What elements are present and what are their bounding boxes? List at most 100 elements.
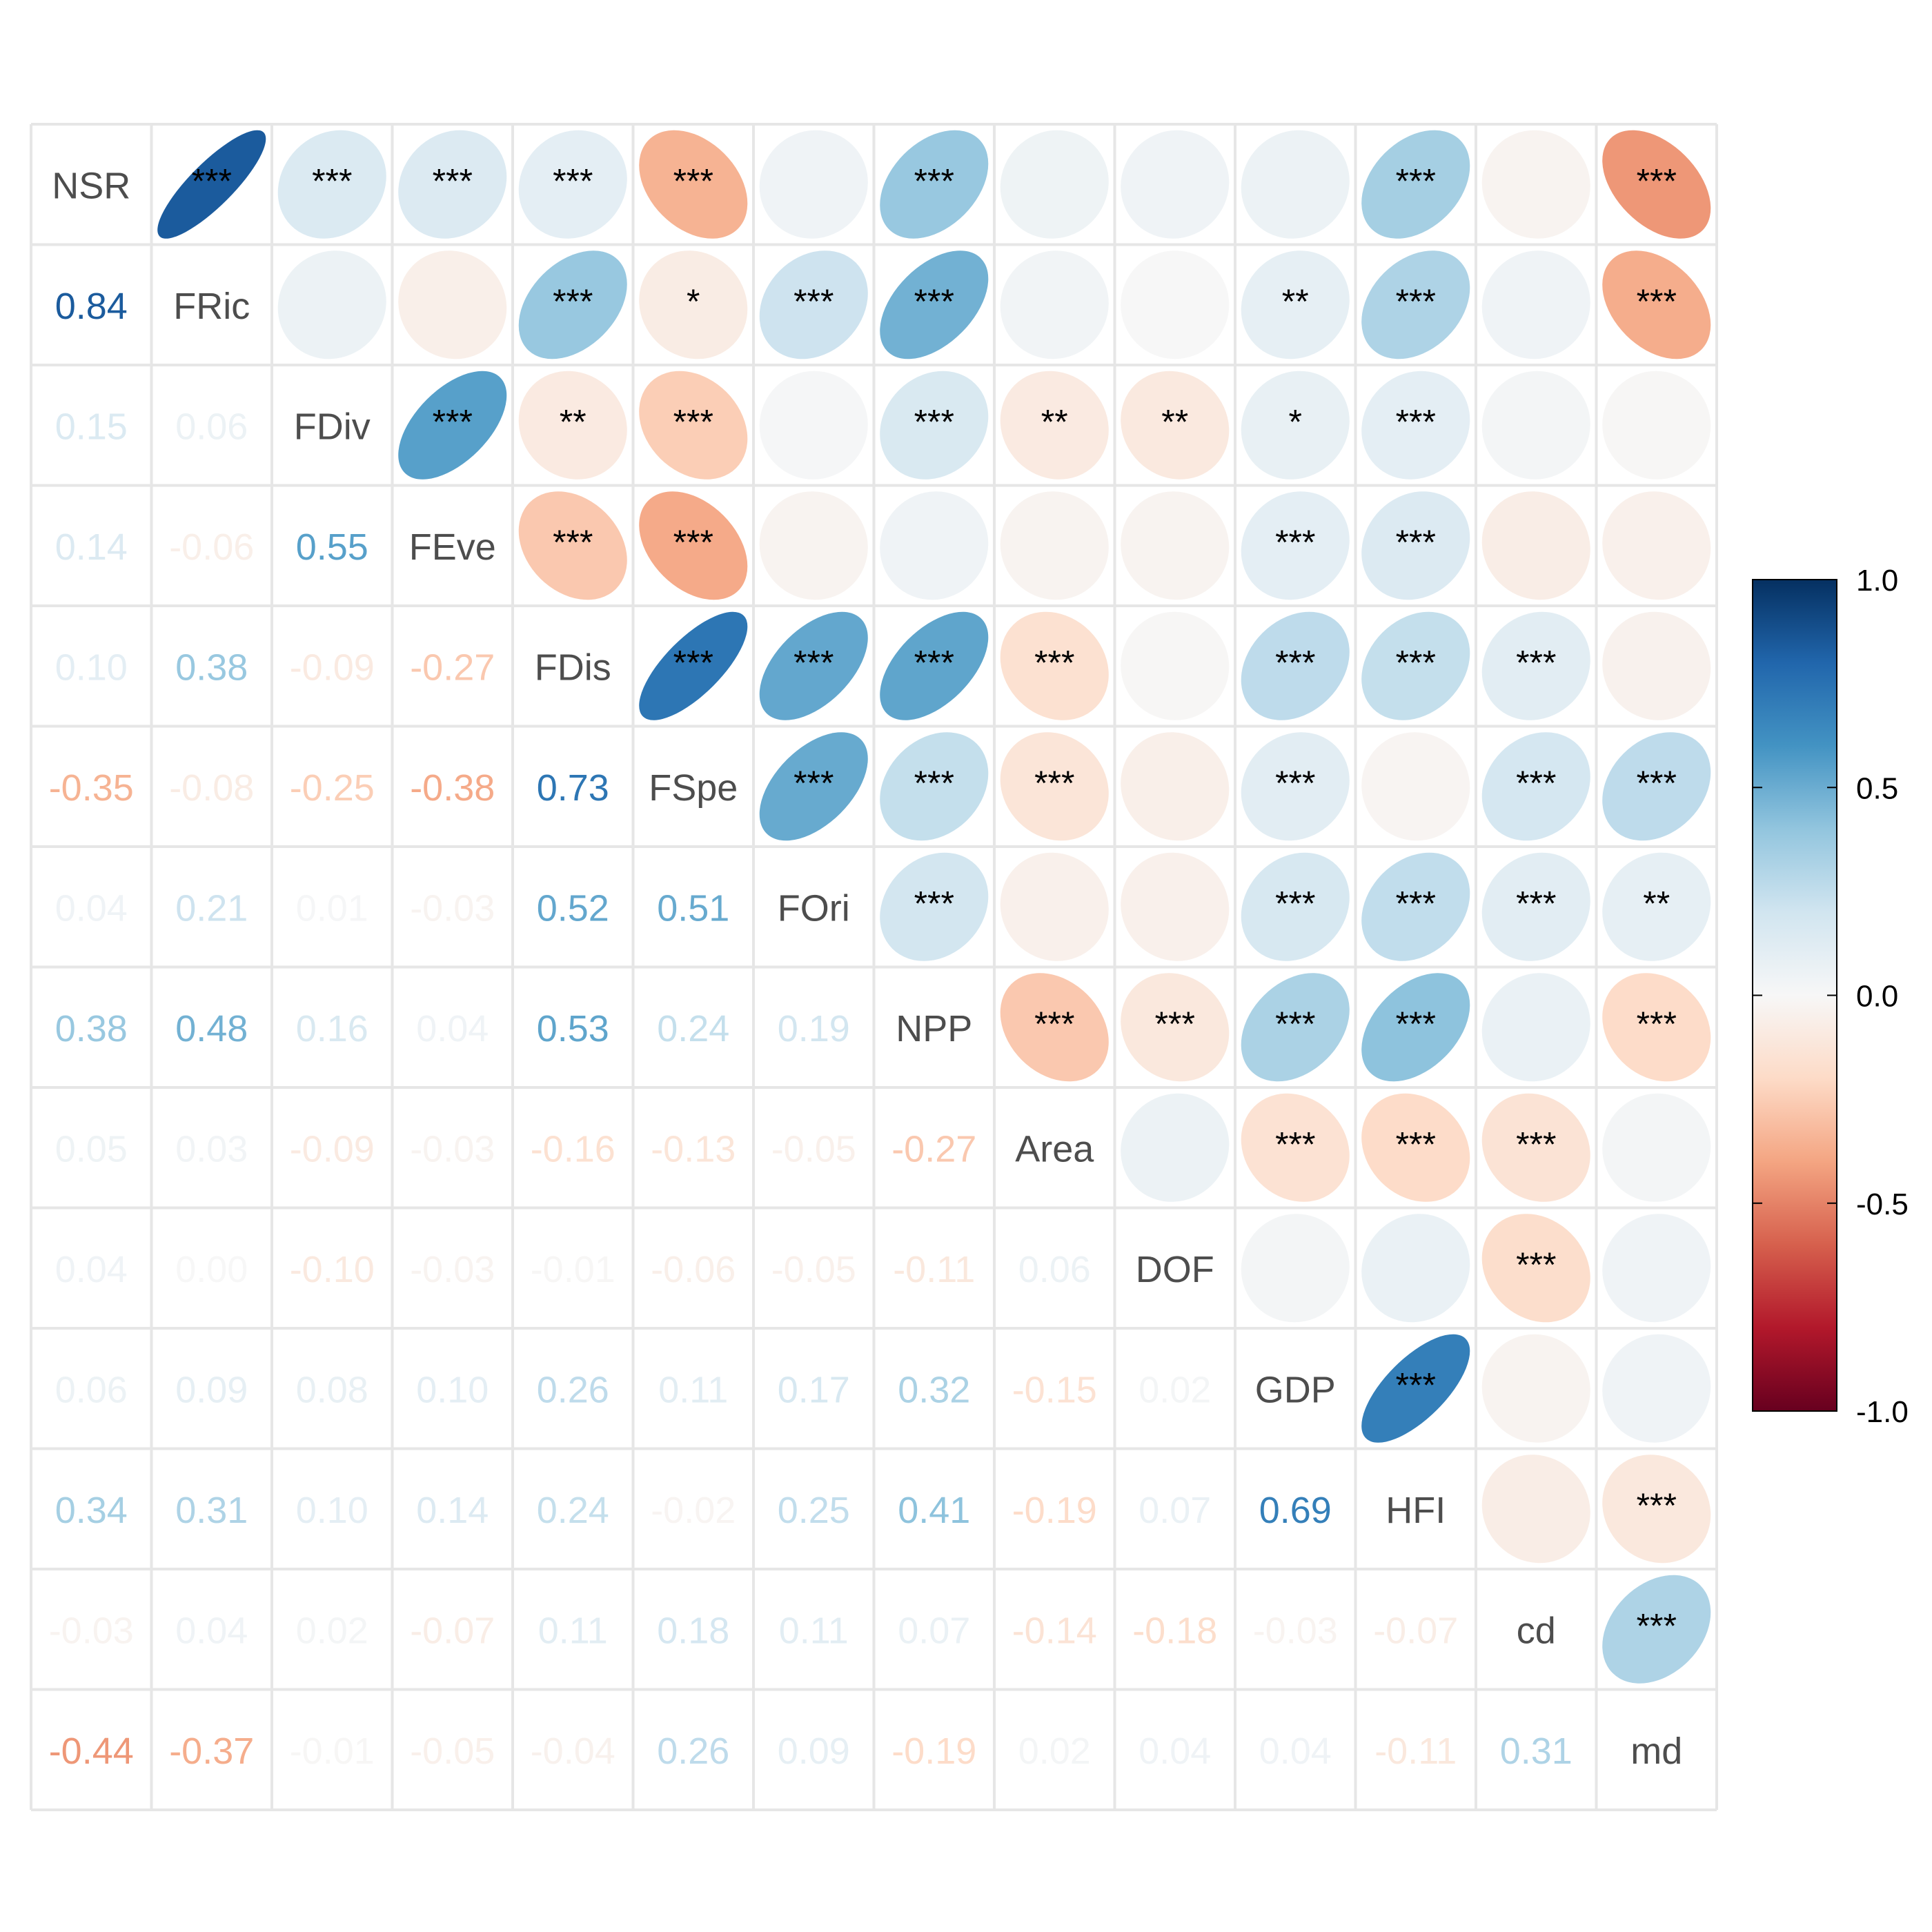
correlation-ellipse [1361,130,1470,239]
correlation-value-label: 0.08 [296,1369,368,1410]
correlation-value-label: 0.52 [537,887,609,929]
correlation-value-label: -0.04 [531,1731,615,1772]
variable-label: FEve [409,526,496,568]
significance-marker: *** [1396,161,1436,200]
significance-marker: *** [1034,764,1074,802]
correlation-ellipse [1121,852,1230,961]
variable-label: md [1630,1731,1682,1772]
correlation-value-label: -0.13 [651,1128,736,1170]
correlation-ellipse [1121,371,1230,480]
correlation-value-label: -0.37 [169,1731,254,1772]
correlation-ellipse [1361,973,1470,1082]
correlation-ellipse [1481,852,1590,961]
variable-label: HFI [1386,1490,1446,1531]
correlation-ellipse [759,611,868,720]
correlation-ellipse [639,491,748,600]
correlation-value-label: 0.00 [175,1249,248,1290]
correlation-ellipse [1361,1334,1470,1443]
correlation-value-label: 0.07 [898,1610,970,1651]
variable-label: FSpe [649,767,738,809]
significance-marker: *** [1637,764,1677,802]
correlation-ellipse [1000,371,1109,480]
significance-marker: *** [433,402,473,441]
variable-label: FDiv [294,406,371,447]
correlation-value-label: 0.69 [1259,1490,1332,1531]
significance-marker: *** [1396,1366,1436,1404]
correlation-value-label: 0.14 [416,1490,489,1531]
correlation-value-label: 0.06 [55,1369,128,1410]
correlation-value-label: -0.09 [290,1128,375,1170]
correlation-ellipse [1241,250,1350,359]
correlation-value-label: 0.48 [175,1008,248,1049]
correlation-ellipse [1000,250,1109,359]
colorbar-gradient [1752,579,1837,1412]
significance-marker: ** [1041,402,1068,441]
correlation-value-label: -0.15 [1012,1369,1097,1410]
significance-marker: ** [560,402,586,441]
significance-marker: *** [1396,282,1436,321]
correlation-value-label: 0.38 [55,1008,128,1049]
significance-marker: *** [1516,1125,1556,1163]
correlation-value-label: 0.34 [55,1490,128,1531]
colorbar-tick-label: -0.5 [1856,1187,1909,1221]
significance-marker: ** [1161,402,1188,441]
colorbar-tick-label: -1.0 [1856,1395,1909,1429]
colorbar: 1.0 0.5 0.0 -0.5 -1.0 [1752,564,1909,1429]
correlation-value-label: 0.32 [898,1369,970,1410]
correlation-value-label: -0.05 [771,1128,856,1170]
correlation-ellipse [277,250,386,359]
correlation-ellipse [1241,371,1350,480]
correlation-ellipse [1000,491,1109,600]
correlation-value-label: -0.01 [290,1731,375,1772]
correlation-value-label: 0.06 [1018,1249,1091,1290]
significance-marker: *** [914,643,954,682]
correlation-value-label: -0.01 [531,1249,615,1290]
correlation-value-label: 0.11 [779,1610,849,1651]
correlation-ellipse [1121,611,1230,720]
significance-marker: ** [1643,884,1670,923]
correlation-value-label: 0.55 [296,526,368,568]
correlation-value-label: -0.16 [531,1128,615,1170]
correlation-value-label: -0.03 [410,887,495,929]
correlation-value-label: 0.38 [175,647,248,688]
correlation-value-label: -0.10 [290,1249,375,1290]
correlation-ellipse [1602,371,1711,480]
correlation-value-label: -0.35 [49,767,134,809]
correlation-value-label: 0.51 [657,887,729,929]
correlation-value-label: -0.03 [49,1610,134,1651]
correlation-ellipse [518,250,627,359]
significance-marker: *** [793,764,834,802]
correlation-ellipse [1361,371,1470,480]
significance-marker: *** [1396,884,1436,923]
significance-marker: * [1289,402,1302,441]
significance-marker: *** [1637,161,1677,200]
significance-marker: *** [553,161,593,200]
correlation-value-label: -0.03 [410,1249,495,1290]
correlation-value-label: 0.09 [175,1369,248,1410]
correlation-value-label: 0.14 [55,526,128,568]
variable-label: NSR [52,165,130,206]
variable-label: FDis [535,647,611,688]
correlation-ellipse [639,250,748,359]
correlation-value-label: 0.04 [1138,1731,1211,1772]
correlation-value-label: 0.53 [537,1008,609,1049]
correlation-value-label: -0.14 [1012,1610,1097,1651]
correlation-value-label: 0.17 [778,1369,850,1410]
variable-label: NPP [896,1008,972,1049]
correlation-ellipse [1602,852,1711,961]
correlation-ellipse [1241,130,1350,239]
colorbar-tick-label: 0.0 [1856,980,1898,1014]
correlation-ellipse [398,371,507,480]
correlation-value-label: -0.27 [891,1128,976,1170]
correlation-ellipse [1241,732,1350,841]
colorbar-tick-label: 1.0 [1856,564,1898,598]
significance-marker: *** [914,764,954,802]
correlation-ellipse [1361,852,1470,961]
correlation-value-label: -0.07 [1373,1610,1458,1651]
significance-marker: *** [1516,1245,1556,1284]
correlation-ellipse [1361,1214,1470,1323]
correlation-value-label: -0.11 [1374,1731,1457,1772]
correlation-ellipse [1121,491,1230,600]
significance-marker: ** [1282,282,1309,321]
